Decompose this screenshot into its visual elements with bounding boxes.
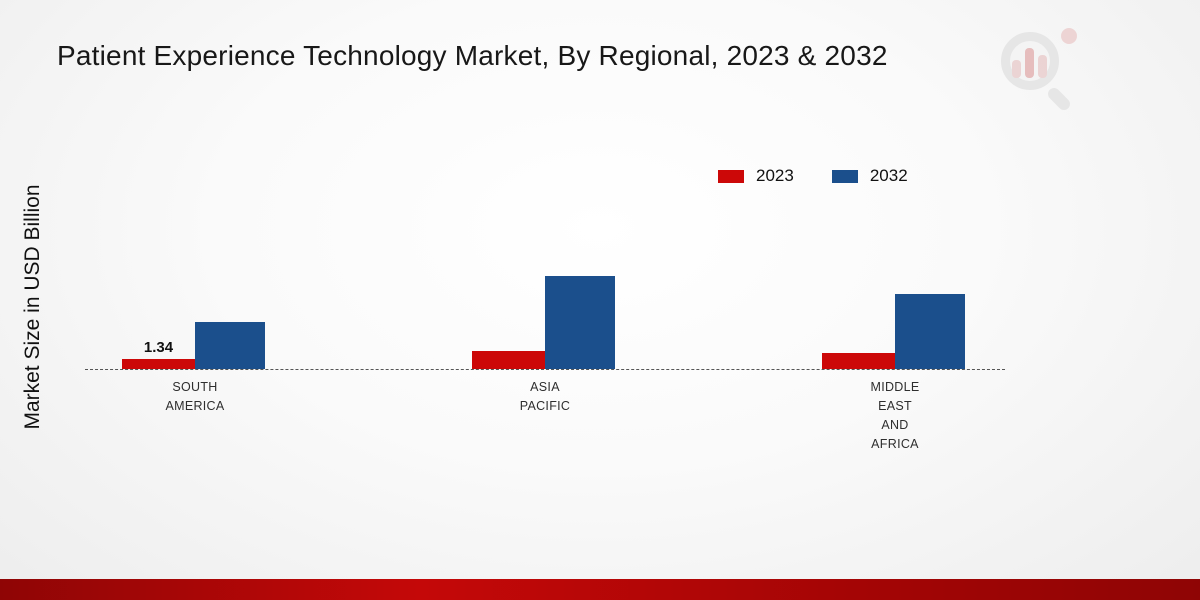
legend-item-2032: 2032 [831,166,908,186]
category-label-middle-east-and-africa: MIDDLE EAST AND AFRICA [870,380,920,451]
bar-group-asia-pacific [472,276,615,369]
chart-title: Patient Experience Technology Market, By… [57,40,888,71]
legend-label-2032: 2032 [869,166,908,185]
bar-2023-south-america: 1.34 [122,339,195,369]
plot-area: 1.34 [85,170,1005,370]
legend-swatch-2032 [831,169,858,183]
logo-magnifier-icon [1001,32,1059,90]
legend-item-2023: 2023 [718,166,794,186]
bar-2032-asia-pacific [545,276,615,369]
logo-dot [1061,28,1077,44]
legend-swatch-2023 [718,169,744,183]
logo-bars-icon [1012,46,1048,78]
bar-group-south-america: 1.34 [122,322,265,369]
mrfr-logo-watermark [995,28,1085,118]
legend: 2023 2032 [718,166,908,186]
bar-value-label: 1.34 [143,339,174,356]
category-label-asia-pacific: ASIA PACIFIC [519,380,571,413]
legend-label-2023: 2023 [756,166,794,185]
bar-2023-middle-east-and-africa [822,353,895,369]
category-axis: SOUTH AMERICA ASIA PACIFIC MIDDLE EAST AND… [85,378,1005,478]
bar-2023-asia-pacific [472,351,545,369]
bar-group-middle-east-and-africa [822,294,965,369]
bar-2032-south-america [195,322,265,369]
bottom-red-strip [0,579,1200,600]
category-label-south-america: SOUTH AMERICA [165,380,225,413]
bar-2032-middle-east-and-africa [895,294,965,369]
y-axis-label: Market Size in USD Billion [21,184,44,430]
logo-magnifier-handle [1045,85,1073,113]
